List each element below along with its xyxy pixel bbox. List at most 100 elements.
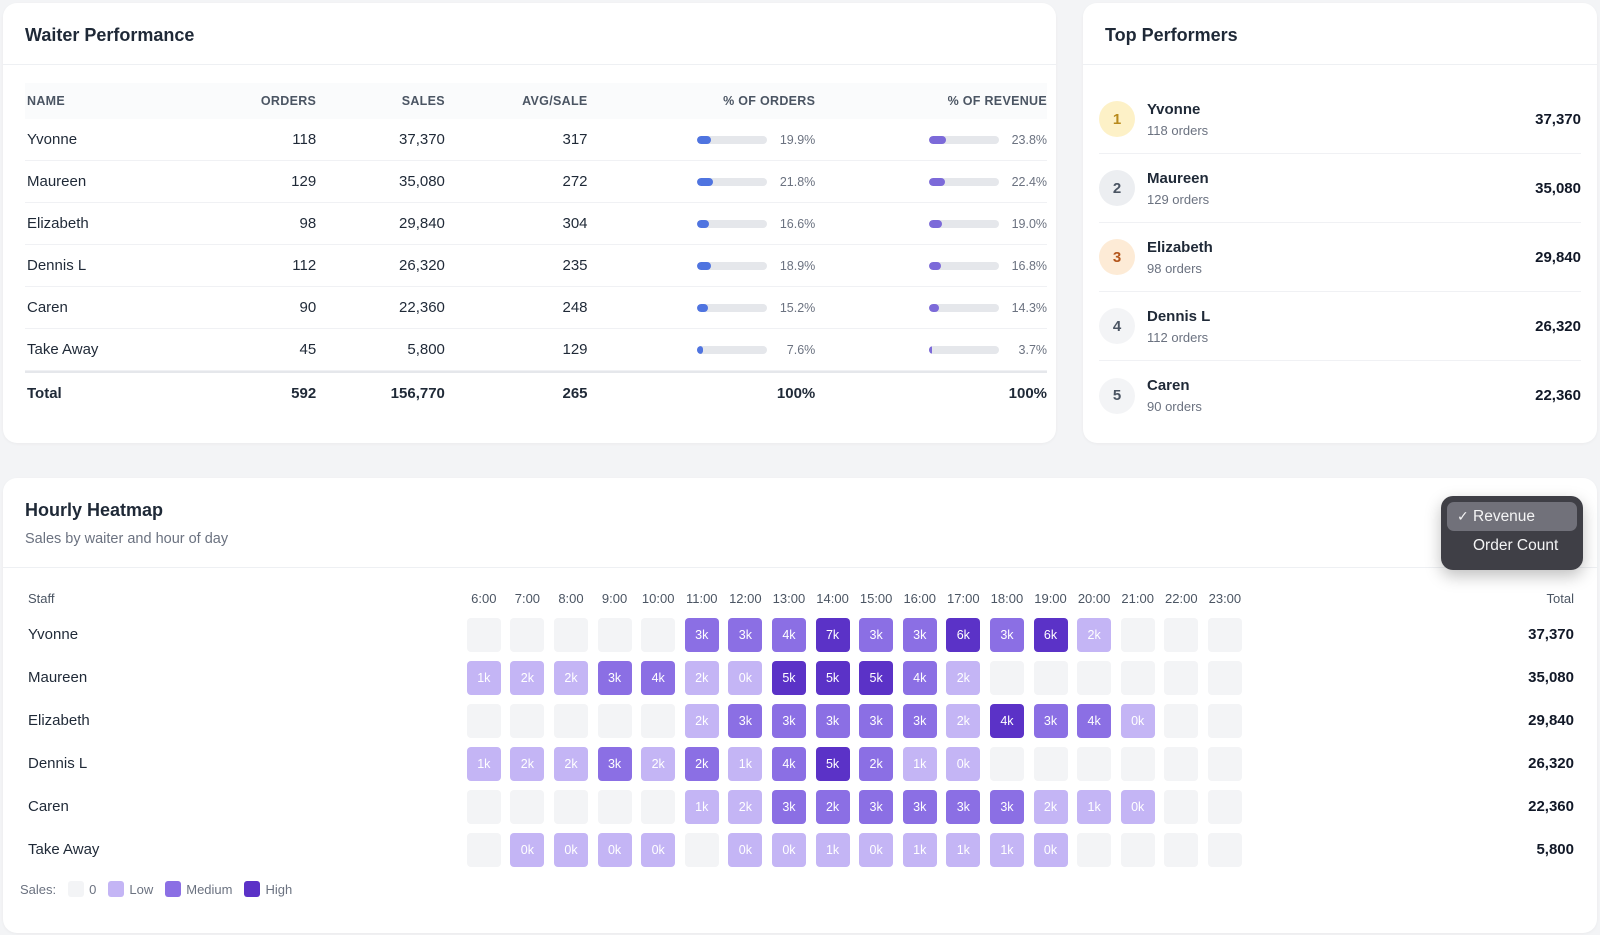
table-row[interactable]: Take Away 45 5,800 129 7.6% 3.7% <box>25 329 1047 371</box>
heatmap-cell[interactable] <box>989 746 1024 781</box>
heatmap-cell[interactable]: 4k <box>771 617 806 652</box>
column-header-pct-revenue[interactable]: % OF REVENUE <box>947 94 1048 108</box>
heatmap-cell[interactable] <box>1077 746 1112 781</box>
heatmap-cell[interactable]: 2k <box>684 746 719 781</box>
heatmap-cell[interactable] <box>466 617 501 652</box>
heatmap-cell[interactable] <box>684 832 719 867</box>
heatmap-cell[interactable] <box>553 703 588 738</box>
top-performer-item[interactable]: 4 Dennis L 112 orders 26,320 <box>1099 292 1581 361</box>
heatmap-cell[interactable]: 2k <box>510 660 545 695</box>
metric-dropdown-menu[interactable]: ✓ Revenue Order Count <box>1441 496 1583 570</box>
heatmap-cell[interactable] <box>1207 746 1242 781</box>
heatmap-cell[interactable]: 3k <box>1033 703 1068 738</box>
heatmap-cell[interactable] <box>1164 746 1199 781</box>
column-header-pct-orders[interactable]: % OF ORDERS <box>723 94 816 108</box>
table-row[interactable]: Elizabeth 98 29,840 304 16.6% 19.0% <box>25 203 1047 245</box>
heatmap-cell[interactable]: 2k <box>510 746 545 781</box>
heatmap-cell[interactable] <box>1207 660 1242 695</box>
heatmap-cell[interactable]: 2k <box>859 746 894 781</box>
heatmap-cell[interactable] <box>597 617 632 652</box>
heatmap-cell[interactable] <box>1164 703 1199 738</box>
heatmap-cell[interactable]: 0k <box>510 832 545 867</box>
top-performer-item[interactable]: 1 Yvonne 118 orders 37,370 <box>1099 85 1581 154</box>
heatmap-cell[interactable]: 1k <box>728 746 763 781</box>
heatmap-cell[interactable] <box>553 617 588 652</box>
heatmap-cell[interactable] <box>510 789 545 824</box>
heatmap-cell[interactable]: 3k <box>597 746 632 781</box>
heatmap-cell[interactable] <box>553 789 588 824</box>
heatmap-cell[interactable]: 1k <box>989 832 1024 867</box>
heatmap-cell[interactable]: 0k <box>771 832 806 867</box>
column-header-sales[interactable]: SALES <box>401 94 445 108</box>
heatmap-cell[interactable]: 2k <box>728 789 763 824</box>
heatmap-cell[interactable]: 3k <box>902 703 937 738</box>
heatmap-cell[interactable]: 4k <box>1077 703 1112 738</box>
heatmap-cell[interactable]: 5k <box>815 660 850 695</box>
heatmap-cell[interactable]: 2k <box>1033 789 1068 824</box>
heatmap-cell[interactable]: 0k <box>728 832 763 867</box>
heatmap-cell[interactable]: 3k <box>728 703 763 738</box>
heatmap-cell[interactable]: 0k <box>1120 703 1155 738</box>
metric-option-order-count[interactable]: Order Count <box>1447 531 1577 560</box>
heatmap-cell[interactable]: 3k <box>597 660 632 695</box>
heatmap-cell[interactable] <box>510 703 545 738</box>
top-performer-item[interactable]: 2 Maureen 129 orders 35,080 <box>1099 154 1581 223</box>
heatmap-cell[interactable]: 3k <box>815 703 850 738</box>
heatmap-cell[interactable]: 2k <box>1077 617 1112 652</box>
heatmap-cell[interactable]: 2k <box>641 746 676 781</box>
heatmap-cell[interactable]: 3k <box>902 789 937 824</box>
heatmap-cell[interactable]: 4k <box>771 746 806 781</box>
heatmap-cell[interactable] <box>1120 746 1155 781</box>
heatmap-cell[interactable]: 0k <box>597 832 632 867</box>
column-header-avg-sale[interactable]: AVG/SALE <box>522 94 588 108</box>
heatmap-cell[interactable]: 5k <box>771 660 806 695</box>
heatmap-cell[interactable]: 1k <box>946 832 981 867</box>
heatmap-cell[interactable]: 3k <box>771 789 806 824</box>
heatmap-cell[interactable]: 0k <box>859 832 894 867</box>
heatmap-cell[interactable] <box>1164 660 1199 695</box>
heatmap-cell[interactable]: 1k <box>902 832 937 867</box>
heatmap-cell[interactable] <box>1207 617 1242 652</box>
heatmap-cell[interactable] <box>1207 789 1242 824</box>
heatmap-cell[interactable] <box>1077 832 1112 867</box>
heatmap-cell[interactable]: 2k <box>553 746 588 781</box>
heatmap-cell[interactable]: 5k <box>859 660 894 695</box>
heatmap-cell[interactable] <box>1033 660 1068 695</box>
heatmap-cell[interactable]: 0k <box>553 832 588 867</box>
heatmap-cell[interactable]: 7k <box>815 617 850 652</box>
table-row[interactable]: Dennis L 112 26,320 235 18.9% 16.8% <box>25 245 1047 287</box>
top-performer-item[interactable]: 3 Elizabeth 98 orders 29,840 <box>1099 223 1581 292</box>
heatmap-cell[interactable]: 0k <box>1120 789 1155 824</box>
heatmap-cell[interactable]: 1k <box>466 746 501 781</box>
heatmap-cell[interactable] <box>1120 832 1155 867</box>
table-row[interactable]: Maureen 129 35,080 272 21.8% 22.4% <box>25 161 1047 203</box>
heatmap-cell[interactable] <box>641 789 676 824</box>
heatmap-cell[interactable] <box>1077 660 1112 695</box>
heatmap-cell[interactable] <box>597 789 632 824</box>
heatmap-cell[interactable] <box>1207 703 1242 738</box>
heatmap-cell[interactable] <box>1120 660 1155 695</box>
heatmap-cell[interactable]: 5k <box>815 746 850 781</box>
heatmap-cell[interactable]: 4k <box>989 703 1024 738</box>
heatmap-cell[interactable] <box>597 703 632 738</box>
heatmap-cell[interactable]: 1k <box>902 746 937 781</box>
heatmap-cell[interactable]: 0k <box>641 832 676 867</box>
heatmap-cell[interactable] <box>1207 832 1242 867</box>
heatmap-cell[interactable] <box>1164 832 1199 867</box>
heatmap-cell[interactable]: 2k <box>684 660 719 695</box>
heatmap-cell[interactable]: 2k <box>684 703 719 738</box>
heatmap-cell[interactable]: 3k <box>946 789 981 824</box>
heatmap-cell[interactable]: 3k <box>989 789 1024 824</box>
heatmap-cell[interactable]: 6k <box>1033 617 1068 652</box>
metric-option-revenue[interactable]: ✓ Revenue <box>1447 502 1577 531</box>
heatmap-cell[interactable]: 2k <box>815 789 850 824</box>
heatmap-cell[interactable] <box>1120 617 1155 652</box>
heatmap-cell[interactable]: 2k <box>946 703 981 738</box>
column-header-orders[interactable]: ORDERS <box>260 94 317 108</box>
heatmap-cell[interactable] <box>466 703 501 738</box>
heatmap-cell[interactable] <box>1164 617 1199 652</box>
heatmap-cell[interactable]: 2k <box>946 660 981 695</box>
heatmap-cell[interactable] <box>641 617 676 652</box>
heatmap-cell[interactable]: 1k <box>684 789 719 824</box>
heatmap-cell[interactable] <box>466 832 501 867</box>
